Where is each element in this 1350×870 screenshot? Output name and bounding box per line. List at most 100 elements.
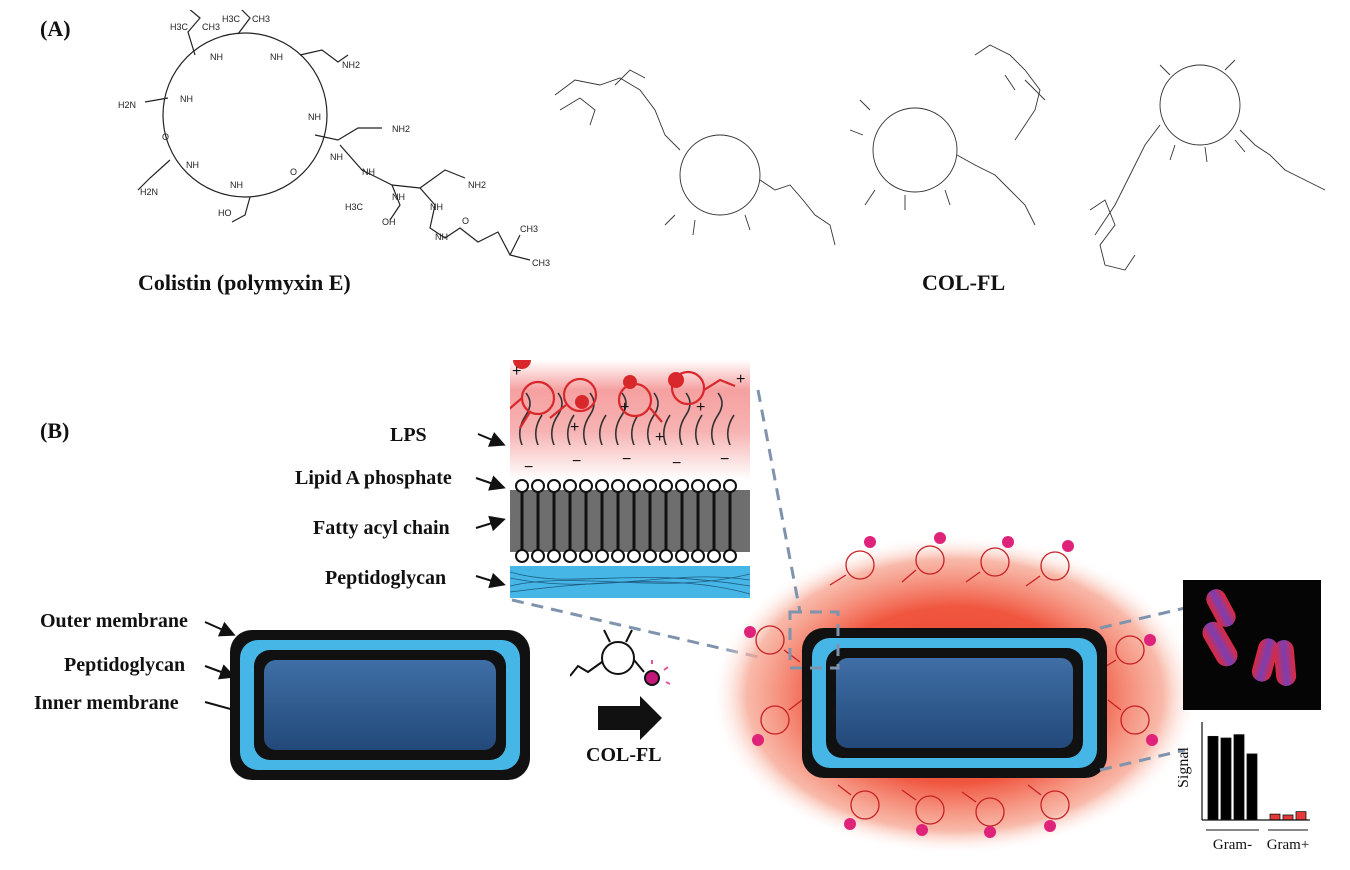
- lps-strands: [518, 392, 735, 446]
- signal-bar: [1233, 734, 1245, 821]
- minus-sign: −: [572, 453, 581, 470]
- surface-probes: [755, 545, 1150, 827]
- peptidoglycan-cell-arrow: [204, 664, 236, 680]
- col-fl-variant-2: [849, 44, 1046, 226]
- colistin-atom: OH: [382, 217, 396, 227]
- fatty-acyl-arrow: [475, 515, 506, 532]
- colistin-atom: CH3: [520, 224, 538, 234]
- colistin-atom: O: [290, 167, 297, 177]
- chart-y-label: Signal: [1178, 747, 1192, 788]
- micrograph-link-top: [1099, 606, 1186, 630]
- colistin-atom: O: [162, 132, 169, 142]
- signal-bar: [1269, 813, 1281, 821]
- peptidoglycan-arrow: [475, 572, 506, 589]
- colistin-ring: [162, 32, 328, 198]
- probe-fluorophores: [513, 360, 684, 409]
- fatty-acyl-label: Fatty acyl chain: [313, 517, 450, 539]
- left-bacterium-area: [204, 598, 760, 780]
- panel-b-label: (B): [40, 418, 70, 443]
- labeled-bacterium-area: [710, 389, 1190, 850]
- plus-sign: +: [620, 399, 629, 416]
- stained-cells: [1202, 589, 1297, 686]
- plus-sign: +: [512, 363, 521, 380]
- peptidoglycan-cell-label: Peptidoglycan: [64, 654, 186, 676]
- colistin-atom: H3C: [170, 22, 189, 32]
- process-arrow: [598, 696, 662, 740]
- colistin-side-chain: [231, 196, 251, 223]
- colistin-atom: NH: [270, 52, 283, 62]
- colistin-structure: H3C CH3 H3C CH3 NH NH NH2 H2N NH O NH NH…: [118, 10, 550, 268]
- colistin-atom: NH: [210, 52, 223, 62]
- colistin-tail: [339, 144, 531, 261]
- colistin-atom: NH: [362, 167, 375, 177]
- minus-sign: −: [622, 451, 631, 468]
- signal-bar: [1207, 735, 1219, 821]
- colistin-atom: CH3: [532, 258, 550, 268]
- colistin-atom: NH: [186, 160, 199, 170]
- colistin-side-chain: [314, 127, 382, 141]
- cytoplasm: [264, 660, 496, 750]
- minus-sign: −: [720, 451, 729, 468]
- minus-sign: −: [672, 455, 681, 472]
- zoom-line-upper: [756, 389, 802, 613]
- probe-ring: [601, 641, 635, 675]
- treatment-arrow: [570, 629, 671, 740]
- zoom-box: [788, 610, 840, 670]
- group-label: Gram+: [1267, 837, 1310, 853]
- colistin-atom: NH: [392, 192, 405, 202]
- col-fl-name: COL-FL: [922, 270, 1006, 295]
- colistin-side-chain: [144, 97, 169, 103]
- panel-a-label: (A): [40, 16, 71, 41]
- colistin-atom: NH: [308, 112, 321, 122]
- colistin-atom: NH: [330, 152, 343, 162]
- colistin-side-chain: [509, 234, 521, 256]
- signal-bar: [1220, 737, 1232, 821]
- minus-sign: −: [524, 459, 533, 476]
- colistin-atom: NH: [435, 232, 448, 242]
- col-fl-variant-1: [554, 69, 836, 246]
- colistin-atom: NH2: [342, 60, 360, 70]
- signal-chart: Signal Gram- Gram+: [1178, 722, 1310, 853]
- colistin-atom: O: [462, 216, 469, 226]
- colistin-atom: HO: [218, 208, 232, 218]
- fatty-acyl-layer: [510, 490, 750, 552]
- micrograph-link-bottom: [1099, 748, 1186, 772]
- inner-membrane-label: Inner membrane: [34, 692, 179, 714]
- colistin-side-chain: [237, 10, 251, 35]
- lipid-a-arrow: [475, 475, 506, 491]
- colistin-atom: NH: [430, 202, 443, 212]
- colistin-side-chain: [187, 10, 201, 56]
- lps-label: LPS: [390, 424, 427, 446]
- col-fl-variant-3: [1089, 59, 1326, 271]
- colistin-atom: H2N: [140, 187, 158, 197]
- plus-sign: +: [570, 419, 579, 436]
- peptidoglycan-fibers: [510, 571, 750, 595]
- plus-sign: +: [736, 371, 745, 388]
- colistin-atom: CH3: [202, 22, 220, 32]
- plus-sign: +: [655, 429, 664, 446]
- fluorescence-micrograph[interactable]: [1183, 580, 1321, 710]
- cytoplasm-labeled: [836, 658, 1073, 748]
- membrane-cross-section: + + + + + + − − − − −: [510, 360, 750, 598]
- membrane-label-arrows: [475, 432, 506, 589]
- colistin-atom: H2N: [118, 100, 136, 110]
- outer-membrane-arrow: [204, 621, 236, 637]
- col-fl-structures: [554, 44, 1326, 271]
- colistin-atom: H3C: [222, 14, 241, 24]
- group-label: Gram-: [1213, 837, 1252, 853]
- arrow-label: COL-FL: [586, 744, 662, 766]
- charge-signs: + + + + + + − − − − −: [512, 363, 745, 476]
- signal-bar: [1246, 753, 1258, 821]
- peptidoglycan-layer-label: Peptidoglycan: [325, 567, 447, 589]
- surface-fluorophores: [744, 532, 1158, 838]
- colistin-atom: NH2: [468, 180, 486, 190]
- signal-bar: [1295, 811, 1307, 821]
- colistin-atom: CH3: [252, 14, 270, 24]
- lipid-a-label: Lipid A phosphate: [295, 467, 452, 489]
- colistin-atom: NH: [180, 94, 193, 104]
- plus-sign: +: [696, 399, 705, 416]
- colistin-side-chain: [299, 49, 349, 63]
- colistin-side-chain: [389, 184, 401, 221]
- probe-fluorophore: [644, 670, 660, 686]
- lipid-tails: [520, 492, 732, 550]
